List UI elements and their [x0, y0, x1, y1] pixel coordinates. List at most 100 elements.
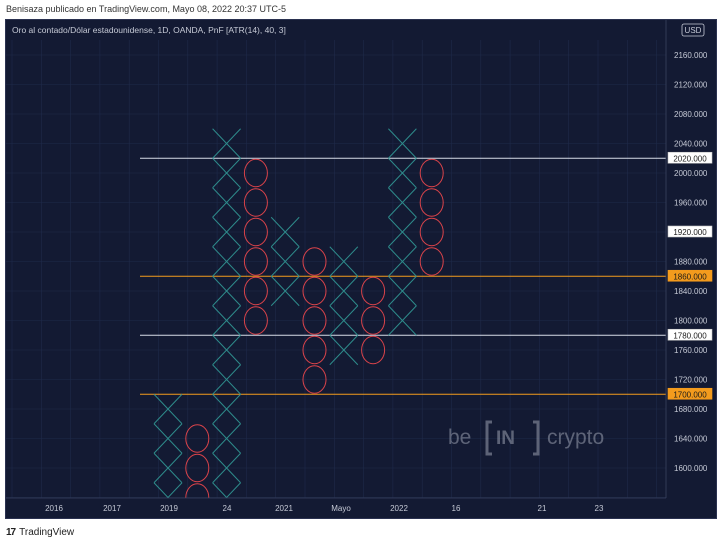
x-tick-label: 21 — [538, 504, 547, 513]
price-tag-bg — [667, 151, 713, 164]
x-mark — [153, 423, 183, 454]
price-tag-bg — [667, 269, 713, 282]
x-tick-label: 2016 — [45, 504, 63, 513]
time-axis-bg — [6, 498, 716, 518]
y-tick-label: 1840.000 — [674, 287, 708, 296]
x-mark — [212, 334, 241, 366]
o-mark — [243, 247, 268, 276]
watermark-text-middle: IN — [496, 428, 515, 449]
y-tick-label: 2160.000 — [674, 51, 708, 60]
o-mark — [361, 306, 386, 335]
o-mark — [185, 424, 210, 453]
x-mark — [388, 216, 417, 248]
o-mark — [361, 276, 386, 306]
pnf-column-5 — [270, 216, 300, 307]
pnf-column-6 — [302, 247, 327, 394]
o-mark — [243, 217, 268, 247]
o-mark — [185, 453, 210, 483]
x-mark — [212, 216, 241, 248]
x-tick-label: Mayo — [331, 504, 351, 513]
y-tick-label: 1680.000 — [674, 405, 708, 414]
o-mark — [302, 247, 327, 276]
pnf-column-7 — [329, 246, 359, 366]
pnf-column-10 — [419, 158, 444, 276]
y-tick-label: 1640.000 — [674, 435, 708, 444]
axes: 1600.000 1640.000 1680.000 1720.000 1760.000… — [6, 20, 716, 518]
o-mark — [361, 335, 386, 365]
x-tick-label: 24 — [223, 504, 232, 513]
level-lines — [140, 157, 666, 395]
publication-info: Benisaza publicado en TradingView.com, M… — [6, 4, 287, 14]
x-tick-label: 2019 — [160, 504, 178, 513]
o-mark — [302, 335, 327, 365]
o-mark — [419, 217, 444, 247]
y-tick-label: 1600.000 — [674, 464, 708, 473]
price-tag-2020: 2020.000 — [673, 154, 707, 163]
price-tag-1860: 1860.000 — [673, 272, 707, 281]
y-tick-label: 1760.000 — [674, 346, 708, 355]
x-mark — [388, 305, 417, 336]
o-mark — [243, 188, 268, 217]
x-mark — [329, 334, 359, 366]
footer: 17 TradingView — [6, 525, 74, 539]
x-mark — [212, 393, 241, 425]
x-mark — [212, 187, 241, 218]
watermark-bracket-right — [533, 420, 540, 456]
price-tag-bg — [667, 328, 713, 341]
o-mark — [243, 306, 268, 335]
chart-title: Oro al contado/Dólar estadounidense, 1D,… — [12, 25, 286, 35]
currency-badge[interactable]: USD — [681, 23, 705, 37]
chart-panel[interactable]: be IN crypto Oro al contado/Dólar estado… — [5, 19, 717, 519]
x-mark — [388, 157, 417, 189]
x-mark — [212, 423, 241, 454]
x-mark — [388, 246, 417, 277]
currency-label: USD — [685, 26, 702, 35]
x-tick-label: 23 — [595, 504, 604, 513]
o-mark — [419, 188, 444, 217]
x-mark — [212, 157, 241, 189]
x-mark — [212, 305, 241, 336]
pnf-column-8 — [361, 276, 386, 365]
watermark-text-right: crypto — [547, 426, 604, 449]
y-tick-label: 2040.000 — [674, 140, 708, 149]
pnf-columns — [153, 128, 444, 518]
x-tick-label: 16 — [452, 504, 461, 513]
y-tick-label: 1800.000 — [674, 317, 708, 326]
x-mark — [153, 452, 183, 484]
o-mark — [419, 247, 444, 276]
price-tag-1780: 1780.000 — [673, 331, 707, 340]
o-mark — [302, 276, 327, 306]
footer-brand: TradingView — [19, 526, 75, 538]
price-tag-1920: 1920.000 — [673, 228, 707, 237]
tradingview-logo-icon: 17 — [6, 526, 16, 538]
x-mark — [388, 128, 417, 159]
x-mark — [153, 393, 183, 425]
price-tag-bg — [667, 225, 713, 238]
pnf-column-4 — [243, 158, 268, 335]
x-mark — [212, 364, 241, 395]
watermark-bracket-left — [485, 420, 492, 456]
x-tick-label: 2021 — [275, 504, 293, 513]
x-mark — [329, 275, 359, 307]
y-tick-label: 1880.000 — [674, 258, 708, 267]
pnf-column-9 — [388, 128, 417, 336]
x-mark — [270, 246, 300, 277]
price-axis-bg — [666, 20, 716, 518]
o-mark — [243, 158, 268, 188]
x-mark — [329, 246, 359, 277]
y-tick-label: 2120.000 — [674, 81, 708, 90]
o-mark — [302, 365, 327, 394]
x-mark — [388, 187, 417, 218]
price-tag-bg — [667, 387, 713, 400]
x-tick-label: 2022 — [390, 504, 408, 513]
pnf-chart[interactable]: be IN crypto Oro al contado/Dólar estado… — [6, 20, 716, 518]
y-tick-label: 1960.000 — [674, 199, 708, 208]
o-mark — [302, 306, 327, 335]
y-tick-label: 2000.000 — [674, 169, 708, 178]
watermark-text-left: be — [448, 426, 471, 449]
x-mark — [270, 216, 300, 248]
x-mark — [212, 452, 241, 484]
x-mark — [270, 275, 300, 307]
o-mark — [419, 158, 444, 188]
x-mark — [329, 305, 359, 336]
